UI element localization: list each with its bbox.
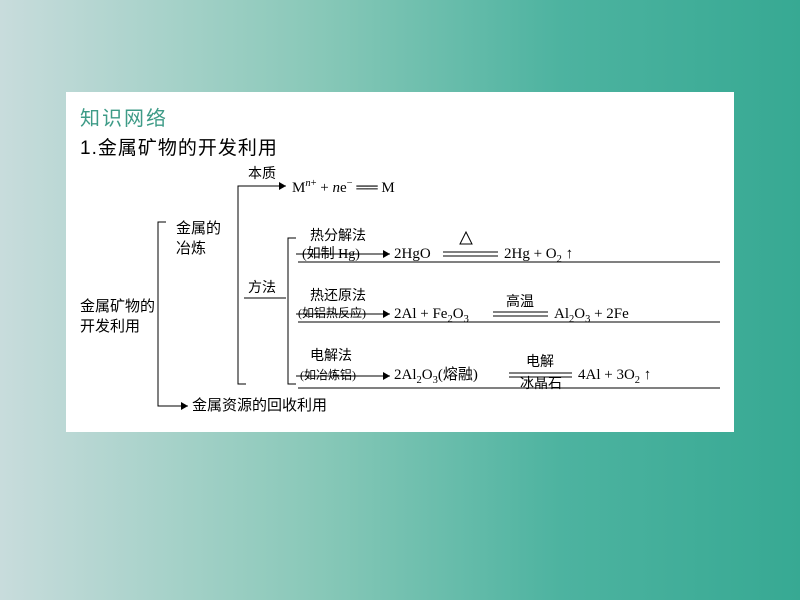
eq-essence: Mn+ + ne− ══ M [292,177,395,198]
label-method1: 热分解法 [310,228,366,246]
example-method2: (如铝热反应) [298,306,366,321]
node-root-line2: 开发利用 [80,318,140,337]
label-methods: 方法 [248,280,276,298]
node-smelting-line1: 金属的 [176,220,221,239]
eq-method3-rhs: 4Al + 3O2 ↑ [578,366,651,387]
eq-method3-cond-top: 电解 [526,354,554,372]
example-method3: (如冶炼铝) [300,368,356,383]
node-smelting-line2: 冶炼 [176,240,206,259]
eq-method1-lhs: 2HgO [394,245,431,264]
label-method3: 电解法 [310,348,352,366]
eq-method2-cond: 高温 [506,294,534,312]
eq-method2-lhs: 2Al + Fe2O3 [394,305,469,326]
diagram-svg [80,166,720,436]
content-panel: 知识网络 1.金属矿物的开发利用 [66,92,734,432]
eq-method3-cond-bot: 冰晶石 [520,376,562,394]
diagram-stage: 金属矿物的 开发利用 金属的 冶炼 本质 Mn+ + ne− ══ M 方法 热… [80,166,720,436]
heading-secondary: 1.金属矿物的开发利用 [80,133,720,160]
eq-method1-rhs: 2Hg + O2 ↑ [504,245,573,266]
node-recycle: 金属资源的回收利用 [192,397,327,416]
label-method2: 热还原法 [310,288,366,306]
eq-method2-rhs: Al2O3 + 2Fe [554,305,629,326]
node-root-line1: 金属矿物的 [80,298,155,317]
example-method1: (如制 Hg) [302,246,360,264]
background: 知识网络 1.金属矿物的开发利用 [0,0,800,600]
heading-primary: 知识网络 [80,102,720,131]
label-essence: 本质 [248,166,276,184]
eq-method3-lhs: 2Al2O3(熔融) [394,366,478,387]
